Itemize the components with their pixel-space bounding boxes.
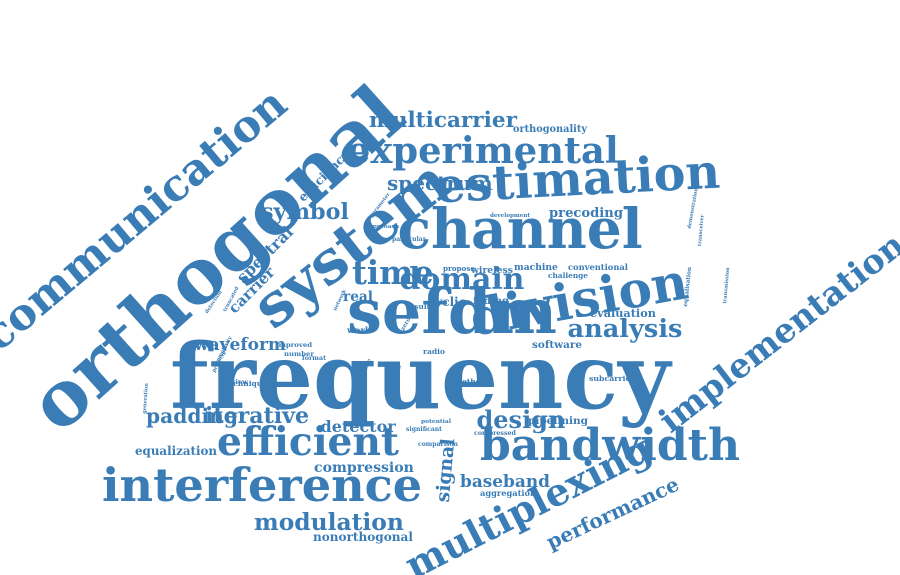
word-multicarrier: multicarrier bbox=[369, 108, 517, 133]
word-modulation: modulation bbox=[254, 507, 404, 536]
word-compression: compression bbox=[314, 460, 414, 476]
word-machine: machine bbox=[514, 261, 558, 273]
word-format: format bbox=[302, 355, 326, 362]
word-approach: approach bbox=[369, 224, 400, 230]
word-subcarriers: subcarriers bbox=[589, 374, 639, 383]
word-technique: technique bbox=[225, 379, 268, 388]
word-development: development bbox=[490, 213, 530, 219]
word-pipelining: pipelining bbox=[528, 414, 588, 427]
word-baseband: baseband bbox=[460, 470, 550, 491]
word-number: number bbox=[284, 349, 315, 358]
word-bandwidth: bandwidth bbox=[480, 420, 741, 471]
word-iterative: iterative bbox=[205, 403, 310, 429]
word-method: method bbox=[454, 377, 486, 386]
word-interference: interference bbox=[102, 458, 423, 512]
word-detector: detector bbox=[320, 417, 396, 436]
word-conventional: conventional bbox=[568, 262, 628, 272]
word-labview: labview bbox=[220, 377, 248, 386]
word-equalization: equalization bbox=[135, 444, 217, 458]
word-software: software bbox=[532, 339, 583, 351]
word-frequency: frequency bbox=[170, 325, 671, 430]
word-transceiver: transceiver bbox=[696, 214, 706, 246]
word-result: result bbox=[406, 301, 430, 311]
word-transmission: transmission bbox=[722, 266, 732, 304]
word-radio: radio bbox=[423, 347, 445, 356]
word-domain: domain bbox=[399, 262, 525, 297]
word-spectrum: spectrum bbox=[387, 171, 493, 195]
word-evaluation: evaluation bbox=[590, 305, 656, 320]
word-improved: improved bbox=[276, 340, 312, 349]
word-design: design bbox=[476, 405, 566, 434]
word-comparison: comparison bbox=[418, 441, 458, 448]
word-analysis: analysis bbox=[567, 314, 683, 344]
word-real: real bbox=[343, 289, 373, 305]
word-padding: padding bbox=[146, 404, 238, 428]
word-waveform: waveform bbox=[194, 334, 286, 355]
word-fading: fading bbox=[473, 296, 510, 307]
word-symbol: symbol bbox=[261, 199, 349, 225]
word-nonorthogonal: nonorthogonal bbox=[313, 530, 413, 544]
word-channel: channel bbox=[397, 195, 643, 261]
word-sefdm: sefdm bbox=[347, 275, 557, 348]
word-precoding: precoding bbox=[549, 205, 623, 221]
word-significant: significant bbox=[406, 426, 442, 433]
word-cyclic: cyclic bbox=[428, 295, 467, 309]
word-implementation: implementation bbox=[650, 224, 900, 441]
word-experimental: experimental bbox=[347, 127, 619, 172]
word-equalisation: equalisation bbox=[682, 266, 694, 307]
word-wireless: wireless bbox=[471, 264, 513, 276]
word-propose: propose bbox=[443, 263, 475, 273]
word-time: time bbox=[352, 254, 434, 292]
word-work: work bbox=[347, 325, 371, 336]
word-aggregation: aggregation bbox=[480, 488, 537, 498]
word-compressed: compressed bbox=[474, 430, 516, 437]
word-particular: particular bbox=[392, 236, 426, 243]
word-challenge: challenge bbox=[548, 270, 588, 280]
word-orthogonality: orthogonality bbox=[513, 124, 588, 135]
word-efficient: efficient bbox=[217, 418, 399, 465]
word-potential: potential bbox=[421, 418, 451, 425]
